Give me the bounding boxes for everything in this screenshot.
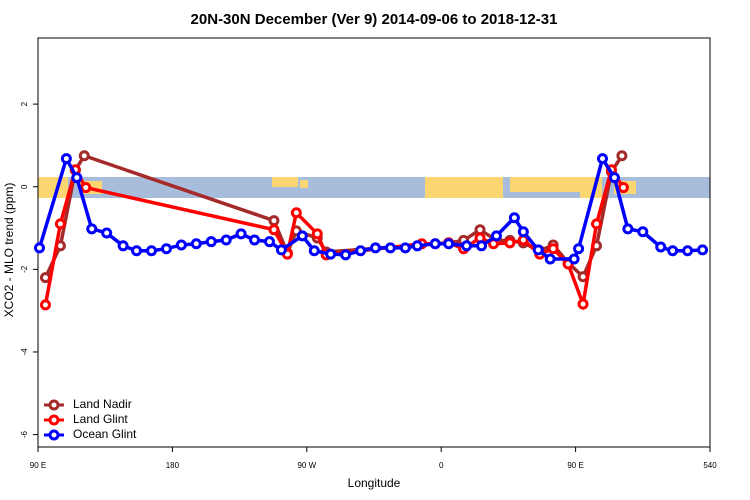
data-point xyxy=(340,249,352,261)
data-point xyxy=(235,228,247,240)
data-point xyxy=(268,215,280,227)
data-point xyxy=(508,212,520,224)
legend-marker xyxy=(48,429,60,441)
legend-label: Land Nadir xyxy=(73,397,132,411)
x-tick-label: 90 E xyxy=(30,461,46,470)
data-point xyxy=(596,153,608,165)
data-point xyxy=(296,230,308,242)
y-tick-label: -6 xyxy=(20,431,29,439)
chart-title: 20N-30N December (Ver 9) 2014-09-06 to 2… xyxy=(191,11,558,28)
legend-label: Land Glint xyxy=(73,412,128,426)
data-point xyxy=(617,182,629,194)
data-point xyxy=(411,240,423,252)
data-point xyxy=(145,245,157,257)
data-point xyxy=(667,245,679,257)
data-point xyxy=(131,245,143,257)
data-point xyxy=(573,243,585,255)
data-point xyxy=(101,227,113,239)
data-point xyxy=(517,226,529,238)
data-point xyxy=(476,240,488,252)
legend-label: Ocean Glint xyxy=(73,427,137,441)
legend-marker xyxy=(48,414,60,426)
data-point xyxy=(290,207,302,219)
data-point xyxy=(60,153,72,165)
data-point xyxy=(461,240,473,252)
data-point xyxy=(490,230,502,242)
data-point xyxy=(78,150,90,162)
data-point xyxy=(54,218,66,230)
data-point xyxy=(117,240,129,252)
series-line xyxy=(43,153,624,280)
y-tick-label: -4 xyxy=(20,348,29,356)
data-point xyxy=(384,242,396,254)
data-point xyxy=(655,241,667,253)
data-point xyxy=(268,224,280,236)
data-point xyxy=(443,238,455,250)
data-point xyxy=(160,243,172,255)
y-tick-label: 0 xyxy=(20,184,29,189)
data-point xyxy=(369,242,381,254)
data-point xyxy=(86,223,98,235)
x-tick-label: 540 xyxy=(703,461,717,470)
data-point xyxy=(608,172,620,184)
data-point xyxy=(190,238,202,250)
legend-marker xyxy=(48,399,60,411)
x-tick-label: 0 xyxy=(439,461,444,470)
y-axis-label: XCO2 - MLO trend (ppm) xyxy=(2,183,16,318)
data-point xyxy=(591,218,603,230)
data-point xyxy=(249,234,261,246)
data-point xyxy=(355,245,367,257)
data-point xyxy=(39,299,51,311)
data-point xyxy=(568,253,580,265)
y-tick-label: -2 xyxy=(20,265,29,273)
data-point xyxy=(544,253,556,265)
data-point xyxy=(80,182,92,194)
data-point xyxy=(429,238,441,250)
data-point xyxy=(311,228,323,240)
data-point xyxy=(263,236,275,248)
x-axis-label: Longitude xyxy=(348,476,401,490)
data-point xyxy=(308,245,320,257)
data-point xyxy=(637,226,649,238)
data-point xyxy=(71,172,83,184)
data-point xyxy=(682,245,694,257)
data-point xyxy=(697,244,709,256)
data-point xyxy=(205,236,217,248)
data-point xyxy=(547,243,559,255)
x-tick-label: 90 E xyxy=(567,461,583,470)
data-point xyxy=(532,244,544,256)
data-point xyxy=(616,150,628,162)
data-point xyxy=(175,239,187,251)
data-point xyxy=(220,234,232,246)
x-tick-label: 90 W xyxy=(297,461,316,470)
data-point xyxy=(577,298,589,310)
data-point xyxy=(622,223,634,235)
data-point xyxy=(33,242,45,254)
plot-frame xyxy=(37,37,711,448)
y-tick-label: 2 xyxy=(20,101,29,106)
data-point xyxy=(504,237,516,249)
data-point xyxy=(325,248,337,260)
data-point xyxy=(399,242,411,254)
data-point xyxy=(275,244,287,256)
x-tick-label: 180 xyxy=(166,461,180,470)
